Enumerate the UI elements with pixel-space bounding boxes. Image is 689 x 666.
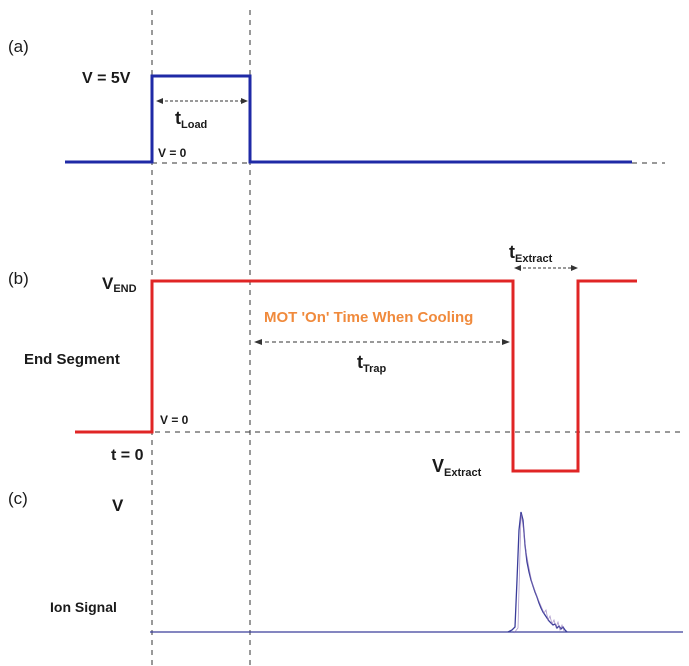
v-zero-label-a: V = 0 [158,146,187,160]
t-trap-arrowhead-left [254,339,262,345]
t-load-label: tLoad [175,108,207,131]
v-end-label: VEND [102,274,137,295]
t-trap-arrowhead-right [502,339,510,345]
t-zero-label: t = 0 [111,447,144,464]
t-trap-label: tTrap [357,352,387,375]
t-extract-label: tExtract [509,242,553,265]
ion-signal-label: Ion Signal [50,599,117,615]
v-axis-label: V [112,496,124,515]
end-segment-trace [75,279,637,473]
t-load-arrowhead-right [241,98,248,104]
t-extract-arrowhead-left [514,265,521,271]
panel-label-b: (b) [8,269,29,288]
load-pulse-trace [65,74,632,164]
ion-signal-noise [513,513,565,634]
panel-label-c: (c) [8,489,28,508]
ion-signal-trace [507,511,568,633]
v-zero-label-b: V = 0 [160,413,189,427]
mot-on-time-label: MOT 'On' Time When Cooling [264,309,473,326]
end-segment-label: End Segment [24,351,120,368]
t-load-arrowhead-left [156,98,163,104]
v-extract-label: VExtract [432,456,482,479]
t-extract-arrowhead-right [571,265,578,271]
v-high-label: V = 5V [82,70,131,87]
panel-label-a: (a) [8,37,29,56]
